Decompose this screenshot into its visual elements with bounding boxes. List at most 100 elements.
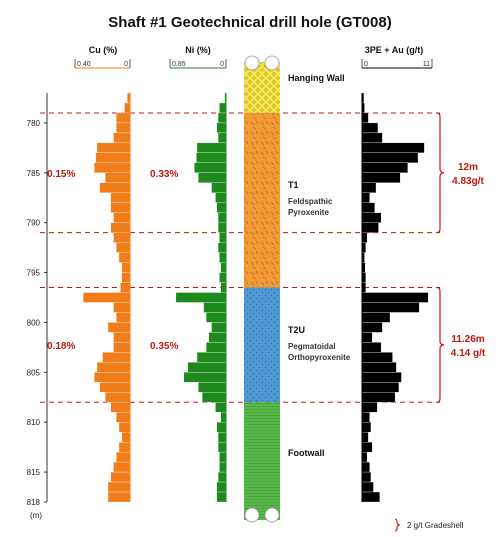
pge-bar [361, 242, 366, 253]
ni-bar [198, 172, 227, 183]
cu-bar [116, 122, 131, 134]
pge-scale-max: 11 [423, 61, 430, 68]
depth-tick-label: 790 [27, 219, 41, 228]
legend-brace-icon [394, 518, 401, 532]
ni-bar [198, 382, 227, 393]
depth-tick-label: 795 [27, 269, 41, 278]
ni-bar [220, 282, 227, 293]
cu-bar [118, 441, 131, 453]
cu-bar [99, 382, 131, 393]
cu-bar [105, 172, 131, 183]
pge-bar [361, 481, 374, 493]
ni-bar [211, 322, 227, 333]
cu-header: Cu (%) [89, 45, 118, 55]
core-top-cap [264, 55, 280, 71]
pge-bar [361, 152, 419, 163]
ni-scale-max: 0 [220, 61, 224, 68]
ni-bar [217, 222, 227, 233]
cu-bar [113, 212, 131, 223]
zone-ni-grade: 0.33% [150, 169, 178, 180]
zone-width-label: 11.26m [451, 334, 484, 345]
ni-series: Ni (%) 0.85 0 [169, 45, 227, 503]
pge-bar [361, 132, 383, 144]
ni-bar [219, 102, 227, 114]
ni-bar [216, 202, 227, 213]
ni-bar [183, 372, 227, 383]
t1-desc: Pyroxenite [288, 208, 329, 217]
cu-bar [116, 451, 131, 463]
ni-bar [196, 152, 227, 163]
pge-scale-min: 0 [364, 61, 368, 68]
cu-bar [105, 392, 131, 403]
pge-bar [361, 212, 382, 223]
pge-bar [361, 332, 373, 343]
ni-bar [194, 162, 227, 173]
cu-bar [113, 461, 131, 473]
pge-bar [361, 392, 396, 403]
pge-bar [361, 202, 375, 213]
ni-bar [219, 451, 227, 463]
zone-cu-grade: 0.18% [47, 341, 75, 352]
cu-bar [110, 222, 131, 233]
pge-bar [361, 222, 379, 233]
ni-bar [217, 212, 227, 223]
ni-bar [206, 312, 227, 323]
depth-tick-label: 780 [27, 119, 41, 128]
t2u-unit [244, 287, 280, 403]
core-bottom-cap [244, 507, 260, 523]
annotations: 0.15% 0.33% 12m 4.83g/t 0.18% 0.35% 11.26m 4.14… [47, 112, 486, 532]
pge-bar [361, 342, 382, 353]
cu-bar [94, 372, 131, 383]
cu-bar [107, 322, 131, 333]
cu-bar [121, 262, 131, 273]
ni-bar [196, 352, 227, 363]
pge-bar [361, 122, 379, 134]
cu-bar [124, 102, 131, 114]
pge-bar [361, 402, 378, 413]
pge-bar [361, 441, 373, 453]
zone-ni-grade: 0.35% [150, 341, 178, 352]
pge-bar [361, 112, 369, 124]
cu-bar [116, 112, 131, 124]
ni-bar [187, 362, 227, 373]
ni-bar [219, 272, 227, 283]
pge-bar [361, 292, 429, 303]
ni-bar [220, 262, 227, 273]
legend-label: 2 g/t Gradeshell [407, 521, 464, 530]
depth-tick-label: 810 [27, 418, 41, 427]
depth-tick-label: 815 [27, 468, 41, 477]
chart-title: Shaft #1 Geotechnical drill hole (GT008) [108, 14, 391, 31]
cu-bar [118, 252, 131, 263]
pge-bar [361, 282, 366, 293]
zone-grade-label: 4.14 g/t [451, 348, 486, 359]
footwall-unit [244, 402, 280, 520]
cu-scale-max: 0 [124, 61, 128, 68]
hanging-wall-unit [244, 62, 280, 113]
cu-bar [116, 242, 131, 253]
pge-bar [361, 232, 368, 243]
hanging-wall-label: Hanging Wall [288, 73, 345, 83]
ni-bar [216, 491, 227, 503]
ni-bar [217, 132, 227, 144]
depth-axis: 780 785 790 795 800 805 810 815 818 [27, 93, 48, 507]
ni-bar [217, 471, 227, 483]
ni-bar [217, 242, 227, 253]
drill-core-log: Hanging Wall T1 Feldspathic Pyroxenite T2U Pe… [244, 55, 351, 523]
cu-bar [99, 182, 131, 193]
ni-bar [220, 412, 227, 423]
pge-bar [361, 451, 368, 463]
gradeshell-brace [436, 286, 445, 403]
ni-bar [208, 332, 227, 343]
cu-bar [110, 192, 131, 203]
pge-bar [361, 162, 408, 173]
ni-bar [219, 252, 227, 263]
cu-bar [116, 412, 131, 423]
zone-cu-grade: 0.15% [47, 169, 75, 180]
ni-scale-min: 0.85 [172, 61, 186, 68]
cu-bar [96, 362, 131, 373]
pge-au-series: 3PE + Au (g/t) 0 11 [361, 45, 433, 503]
cu-bar [113, 332, 131, 343]
cu-bar [110, 402, 131, 413]
t2u-desc: Orthopyroxenite [288, 353, 351, 362]
